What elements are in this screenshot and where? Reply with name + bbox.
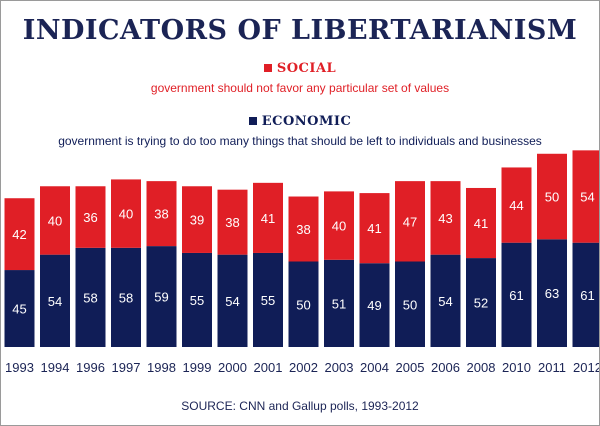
chart-title: INDICATORS OF LIBERTARIANISM: [22, 15, 578, 46]
x-tick-label: 2002: [289, 360, 318, 375]
data-label-economic: 50: [403, 297, 417, 312]
source-note: SOURCE: CNN and Gallup polls, 1993-2012: [181, 399, 419, 413]
x-tick-label: 1997: [112, 360, 141, 375]
x-tick-label: 1993: [5, 360, 34, 375]
x-tick-label: 2006: [431, 360, 460, 375]
data-label-social: 36: [83, 210, 97, 225]
data-label-social: 38: [296, 222, 310, 237]
data-label-social: 54: [580, 190, 594, 205]
bar-social: [324, 191, 354, 260]
data-label-social: 43: [438, 211, 452, 226]
legend-social-description: government should not favor any particul…: [150, 81, 450, 95]
x-tick-label: 1999: [183, 360, 212, 375]
data-label-social: 40: [119, 207, 133, 222]
data-label-economic: 61: [509, 288, 523, 303]
data-label-economic: 52: [474, 296, 488, 311]
bar-social: [217, 189, 248, 255]
x-tick-label: 1996: [76, 360, 105, 375]
bar-social: [537, 153, 567, 240]
bar-economic: [111, 247, 141, 347]
data-label-economic: 45: [12, 302, 26, 317]
legend-economic-label: ECONOMIC: [261, 114, 352, 129]
data-label-social: 38: [225, 215, 239, 230]
bar-economic: [324, 259, 354, 347]
bar-social: [4, 198, 35, 271]
x-tick-label: 2001: [254, 360, 283, 375]
data-label-social: 40: [332, 219, 346, 234]
bar-social: [253, 182, 283, 253]
bar-economic: [572, 242, 599, 347]
data-label-economic: 59: [154, 290, 168, 305]
legend-economic-swatch: [248, 117, 257, 125]
data-label-economic: 55: [190, 293, 204, 308]
data-label-social: 40: [48, 213, 62, 228]
data-label-economic: 54: [438, 294, 452, 309]
x-tick-label: 2011: [538, 360, 566, 375]
bar-economic: [501, 242, 532, 347]
data-label-social: 41: [261, 211, 275, 226]
bar-social: [288, 196, 319, 262]
x-tick-label: 2008: [467, 360, 496, 375]
data-label-social: 41: [474, 216, 488, 231]
x-tick-label: 2012: [573, 360, 599, 375]
data-label-economic: 61: [580, 288, 594, 303]
bar-social: [359, 193, 390, 264]
x-tick-label: 2004: [360, 360, 389, 375]
bar-economic: [4, 270, 35, 347]
bar-economic: [146, 246, 177, 347]
bar-economic: [253, 252, 283, 347]
data-label-economic: 55: [261, 293, 275, 308]
data-label-social: 47: [403, 214, 417, 229]
bar-economic: [537, 239, 567, 347]
bar-economic: [182, 252, 212, 347]
data-label-economic: 49: [367, 298, 381, 313]
bar-economic: [40, 254, 70, 347]
legend-economic-description: government is trying to do too many thin…: [58, 134, 542, 148]
data-label-social: 39: [190, 213, 204, 228]
data-label-economic: 58: [119, 290, 133, 305]
data-label-economic: 50: [296, 297, 310, 312]
x-tick-label: 2010: [502, 360, 531, 375]
data-label-social: 44: [509, 198, 523, 213]
bar-social: [466, 187, 496, 259]
bar-social: [572, 150, 599, 243]
bar-social: [395, 181, 425, 262]
legend-economic: ECONOMIC: [1, 114, 599, 129]
bar-social: [111, 179, 141, 248]
bar-social: [182, 186, 212, 253]
legend-social-swatch: [263, 64, 272, 72]
data-label-social: 42: [12, 227, 26, 242]
x-tick-label: 1998: [147, 360, 176, 375]
bar-social: [75, 186, 106, 248]
x-tick-label: 2003: [325, 360, 354, 375]
data-label-social: 38: [154, 207, 168, 222]
data-label-social: 41: [367, 221, 381, 236]
data-label-economic: 51: [332, 296, 346, 311]
bar-social: [430, 181, 461, 255]
data-label-economic: 58: [83, 290, 97, 305]
bar-economic: [217, 254, 248, 347]
bar-social: [146, 181, 177, 247]
bar-social: [40, 186, 70, 255]
bar-economic: [466, 258, 496, 347]
x-tick-label: 2000: [218, 360, 247, 375]
x-tick-label: 1994: [41, 360, 70, 375]
data-label-social: 50: [545, 190, 559, 205]
bar-economic: [288, 261, 319, 347]
data-label-economic: 63: [545, 286, 559, 301]
legend-social-label: SOCIAL: [276, 61, 337, 76]
data-label-economic: 54: [225, 294, 239, 309]
data-label-economic: 54: [48, 294, 62, 309]
legend-social: SOCIAL: [1, 61, 599, 76]
bar-economic: [359, 263, 390, 347]
x-tick-label: 2005: [396, 360, 425, 375]
bar-social: [501, 167, 532, 243]
bar-economic: [395, 261, 425, 347]
bar-economic: [430, 254, 461, 347]
bar-economic: [75, 247, 106, 347]
